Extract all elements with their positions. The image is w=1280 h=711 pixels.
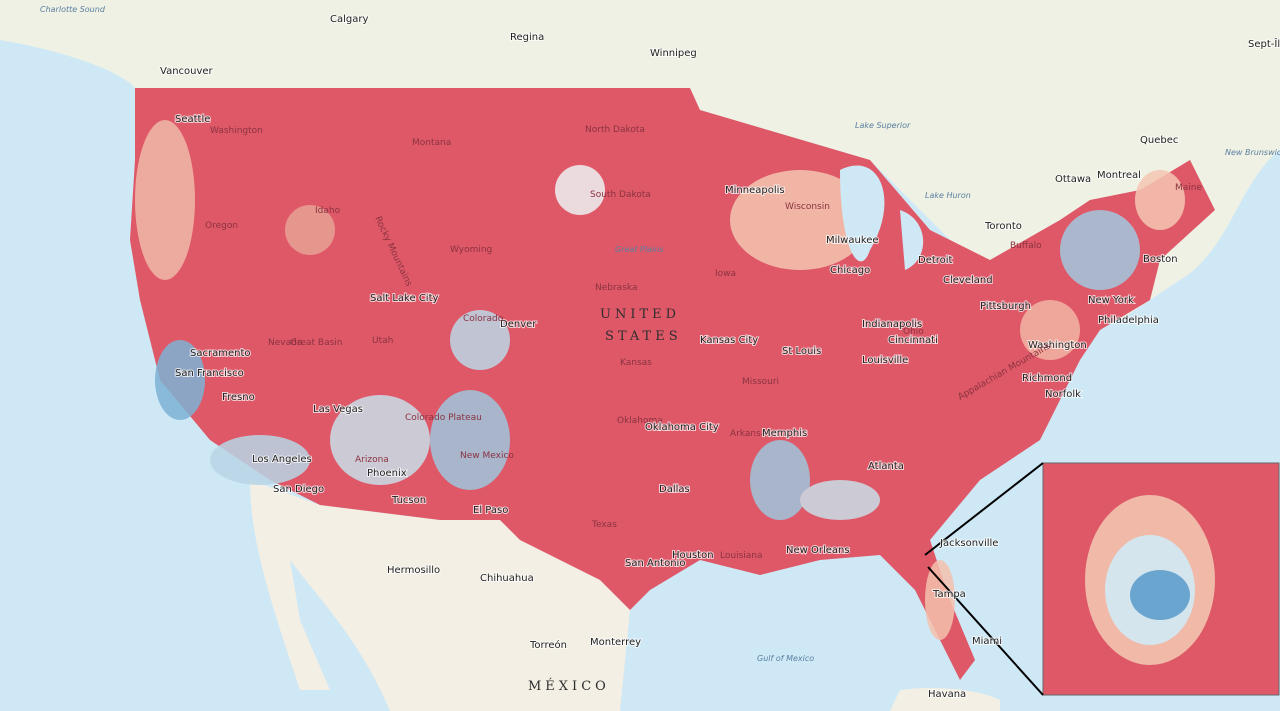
map-label: Atlanta (868, 461, 904, 472)
map-label: Milwaukee (826, 235, 879, 246)
map-label: Louisville (862, 355, 908, 366)
map-label: Cincinnati (888, 335, 938, 346)
great-lakes (840, 165, 924, 270)
map-label: Lake Huron (925, 191, 971, 200)
map-label: Calgary (330, 14, 368, 25)
map-label: North Dakota (585, 125, 645, 135)
map-label: Vancouver (160, 66, 214, 77)
map-label: Jacksonville (939, 538, 998, 549)
map-label: Great Basin (290, 338, 343, 348)
canada-land (0, 0, 1280, 320)
map-label: Kansas (620, 358, 652, 368)
map-label: Phoenix (367, 468, 407, 479)
map-label: Louisiana (720, 551, 763, 561)
map-label: New Mexico (460, 451, 514, 461)
map-label: Buffalo (1010, 241, 1042, 251)
map-label: Richmond (1022, 373, 1072, 384)
inset-patch (1130, 570, 1190, 620)
map-label: San Francisco (175, 368, 244, 379)
map-label: Nebraska (595, 283, 637, 293)
map-label: Tampa (932, 589, 966, 600)
map-label: Sept-Îles (1248, 37, 1280, 50)
map-label: Winnipeg (650, 48, 697, 59)
map-label: Miami (972, 636, 1002, 647)
map-label: Wisconsin (785, 202, 830, 212)
map-label: Charlotte Sound (40, 5, 106, 14)
map-label: Colorado Plateau (405, 413, 482, 423)
map-label: Las Vegas (313, 404, 363, 415)
map-label: Tucson (391, 495, 426, 506)
map-label: MÉXICO (528, 678, 610, 694)
map-label: South Dakota (590, 190, 651, 200)
map-label: UNITED (600, 307, 680, 322)
map-label: Nevada (268, 338, 302, 348)
map-label: STATES (605, 329, 682, 344)
map-label: Seattle (175, 114, 210, 125)
map-label: Gulf of Mexico (757, 654, 814, 663)
map-label: Great Plains (615, 245, 663, 254)
county-patches (135, 120, 1185, 640)
map-label: St Louis (782, 346, 821, 357)
labels: Charlotte Sound Calgary Regina Winnipeg Vanc… (40, 5, 1280, 701)
map-label: Denver (500, 319, 537, 330)
cuba-land (890, 688, 1000, 711)
map-label: Boston (1143, 254, 1178, 265)
map-label: Toronto (984, 221, 1022, 232)
map-label: Salt Lake City (370, 293, 439, 304)
inset-connector (924, 462, 1044, 556)
map-label: Sacramento (190, 348, 250, 359)
map-label: Torreón (529, 639, 567, 651)
map-label: Idaho (315, 206, 341, 216)
map-label: Arizona (355, 455, 389, 465)
inset-connector (927, 566, 1044, 696)
map-label: Chicago (830, 265, 870, 276)
map-label: Dallas (659, 484, 690, 495)
map-label: Kansas City (700, 335, 758, 346)
us-counties (130, 88, 1215, 680)
map-label: New York (1088, 295, 1134, 306)
map-label: Fresno (222, 392, 255, 403)
map-label: Maine (1175, 183, 1202, 193)
mexico-land (250, 480, 630, 711)
map-label: Iowa (715, 269, 736, 279)
map-label: Oklahoma (617, 416, 663, 426)
map-label: Houston (672, 550, 714, 561)
map-label: Monterrey (590, 637, 641, 648)
map-label: Detroit (918, 255, 953, 266)
map-label: Quebec (1140, 135, 1178, 146)
map-label: Chihuahua (480, 573, 534, 584)
map-label: Lake Superior (855, 121, 911, 130)
map-label: Montreal (1097, 170, 1141, 181)
map-label: Minneapolis (725, 185, 785, 196)
map-label: Regina (510, 32, 544, 43)
map-label: Missouri (742, 377, 779, 387)
map-label: New Orleans (786, 545, 850, 556)
map-label: San Diego (273, 484, 324, 495)
map-label: Philadelphia (1098, 315, 1159, 326)
map-label: Washington (210, 126, 263, 136)
map-label: Ottawa (1055, 174, 1091, 185)
map-label: Los Angeles (252, 454, 312, 465)
map-label: Havana (928, 689, 966, 700)
map-label: Pittsburgh (980, 301, 1031, 312)
map-label: Utah (372, 336, 393, 346)
map-label: Colorado (463, 314, 504, 324)
map-label: New Brunswick (1225, 148, 1280, 157)
map-label: Hermosillo (387, 565, 440, 576)
map-label: San Antonio (625, 558, 685, 569)
map-label: Norfolk (1045, 389, 1081, 400)
map-label: Washington (1028, 340, 1087, 351)
map-label: Arkansas (730, 429, 771, 439)
map-label: Oregon (205, 221, 238, 231)
map-label: Wyoming (450, 245, 492, 255)
map-label: El Paso (473, 505, 508, 516)
map-label: Cleveland (943, 275, 993, 286)
map-label: Indianapolis (862, 319, 922, 330)
map-label: Texas (591, 520, 617, 530)
map-label: Montana (412, 138, 451, 148)
map-label: Memphis (762, 428, 807, 439)
map-label: Ohio (903, 327, 924, 337)
map-label: Oklahoma City (645, 422, 719, 433)
